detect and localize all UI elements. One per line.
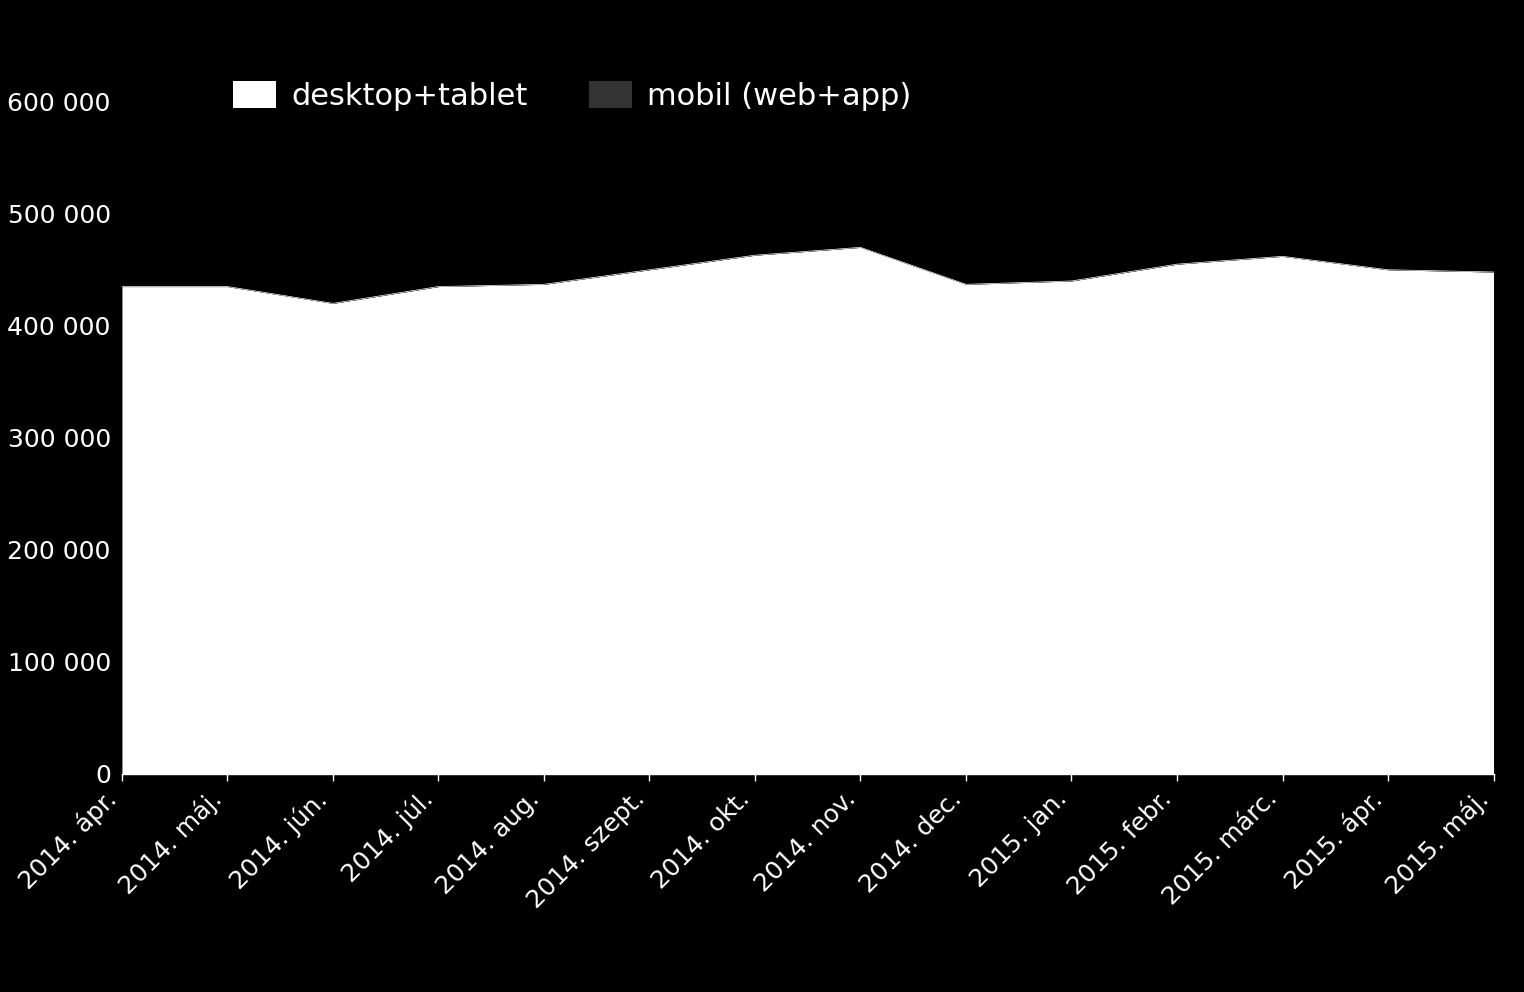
Legend: desktop+tablet, mobil (web+app): desktop+tablet, mobil (web+app): [233, 80, 911, 111]
